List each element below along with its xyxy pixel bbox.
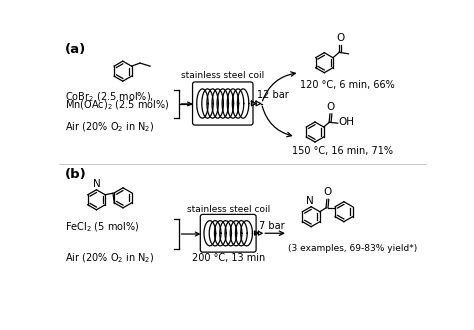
Text: stainless steel coil: stainless steel coil bbox=[181, 71, 264, 81]
Text: 150 °C, 16 min, 71%: 150 °C, 16 min, 71% bbox=[292, 146, 393, 156]
Text: 120 °C, 6 min, 66%: 120 °C, 6 min, 66% bbox=[300, 80, 394, 90]
Text: (a): (a) bbox=[64, 44, 86, 56]
FancyBboxPatch shape bbox=[201, 214, 256, 252]
Text: Air (20% O$_2$ in N$_2$): Air (20% O$_2$ in N$_2$) bbox=[65, 251, 155, 265]
FancyBboxPatch shape bbox=[192, 82, 253, 125]
Text: stainless steel coil: stainless steel coil bbox=[187, 205, 270, 214]
Text: (3 examples, 69-83% yield*): (3 examples, 69-83% yield*) bbox=[288, 244, 417, 253]
Text: 200 °C, 13 min: 200 °C, 13 min bbox=[191, 253, 265, 263]
Text: OH: OH bbox=[338, 117, 355, 127]
Text: O: O bbox=[336, 33, 344, 43]
Text: FeCl$_2$ (5 mol%): FeCl$_2$ (5 mol%) bbox=[65, 220, 140, 234]
Text: (b): (b) bbox=[64, 168, 86, 181]
Text: N: N bbox=[92, 179, 100, 189]
Text: O: O bbox=[323, 187, 332, 197]
Text: Mn(OAc)$_2$ (2.5 mol%): Mn(OAc)$_2$ (2.5 mol%) bbox=[65, 99, 170, 113]
Text: N: N bbox=[307, 196, 314, 206]
Text: 12 bar: 12 bar bbox=[257, 90, 289, 100]
Text: 7 bar: 7 bar bbox=[259, 220, 285, 231]
Text: O: O bbox=[327, 102, 335, 112]
Text: CoBr$_2$ (2.5 mol%),: CoBr$_2$ (2.5 mol%), bbox=[65, 90, 155, 104]
Text: Air (20% O$_2$ in N$_2$): Air (20% O$_2$ in N$_2$) bbox=[65, 120, 155, 134]
